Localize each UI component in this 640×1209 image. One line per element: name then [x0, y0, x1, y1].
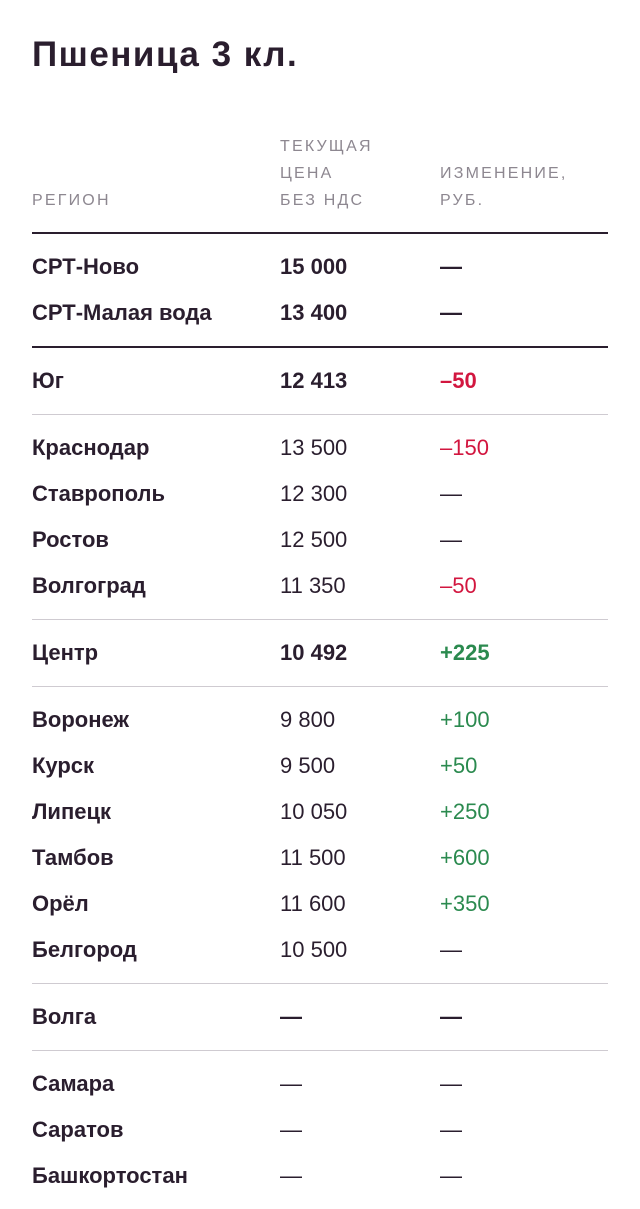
price-cell: 12 413 [280, 368, 348, 393]
table-row: Ростов 12 500 — [32, 517, 608, 563]
price-cell: 9 500 [280, 753, 336, 778]
table-row: Липецк 10 050 +250 [32, 789, 608, 835]
region-cell: Ростов [32, 527, 109, 552]
group-volga-regions: Самара — — Саратов — — Башкортостан — — [32, 1050, 608, 1209]
change-cell: +50 [440, 753, 478, 778]
change-cell: –50 [440, 573, 477, 598]
table-row: СРТ-Малая вода 13 400 — [32, 290, 608, 336]
group-south-regions: Краснодар 13 500 –150 Ставрополь 12 300 … [32, 414, 608, 619]
change-cell: –50 [440, 368, 477, 393]
table-row: Воронеж 9 800 +100 [32, 697, 608, 743]
change-cell: +350 [440, 891, 490, 916]
header-region: РЕГИОН [32, 192, 111, 209]
change-cell: — [440, 527, 462, 552]
price-cell: 11 350 [280, 573, 346, 598]
table-row: Волга — — [32, 994, 608, 1040]
region-cell: Тамбов [32, 845, 114, 870]
group-terminals: СРТ-Ново 15 000 — СРТ-Малая вода 13 400 … [32, 234, 608, 346]
change-cell: –150 [440, 435, 489, 460]
price-cell: — [280, 1163, 302, 1188]
table-row: Тамбов 11 500 +600 [32, 835, 608, 881]
region-cell: Краснодар [32, 435, 150, 460]
price-cell: 11 600 [280, 891, 346, 916]
change-cell: — [440, 1071, 462, 1096]
table-row: Самара — — [32, 1061, 608, 1107]
change-cell: — [440, 254, 462, 279]
price-cell: — [280, 1117, 302, 1142]
table-row: Юг 12 413 –50 [32, 358, 608, 404]
region-cell: Самара [32, 1071, 115, 1096]
price-cell: 10 500 [280, 937, 348, 962]
region-cell: СРТ-Малая вода [32, 300, 212, 325]
region-cell: Волга [32, 1004, 97, 1029]
region-cell: Волгоград [32, 573, 146, 598]
region-cell: СРТ-Ново [32, 254, 140, 279]
change-cell: — [440, 1004, 462, 1029]
group-volga-summary: Волга — — [32, 983, 608, 1050]
price-cell: 12 300 [280, 481, 348, 506]
price-cell: 10 050 [280, 799, 348, 824]
table-row: Орёл 11 600 +350 [32, 881, 608, 927]
region-cell: Центр [32, 640, 99, 665]
table-row: Центр 10 492 +225 [32, 630, 608, 676]
price-cell: 15 000 [280, 254, 348, 279]
region-cell: Курск [32, 753, 95, 778]
table-header: РЕГИОН ТЕКУЩАЯ ЦЕНА БЕЗ НДС ИЗМЕНЕНИЕ, Р… [32, 124, 608, 234]
change-cell: +100 [440, 707, 490, 732]
change-cell: — [440, 300, 462, 325]
region-cell: Башкортостан [32, 1163, 188, 1188]
change-cell: +600 [440, 845, 490, 870]
region-cell: Саратов [32, 1117, 124, 1142]
table-row: Волгоград 11 350 –50 [32, 563, 608, 609]
change-cell: — [440, 481, 462, 506]
table-row: Курск 9 500 +50 [32, 743, 608, 789]
change-cell: — [440, 1117, 462, 1142]
region-cell: Воронеж [32, 707, 130, 732]
header-change: ИЗМЕНЕНИЕ, РУБ. [440, 165, 568, 209]
price-cell: — [280, 1071, 302, 1096]
region-cell: Юг [32, 368, 64, 393]
region-cell: Белгород [32, 937, 137, 962]
price-cell: 11 500 [280, 845, 346, 870]
group-center-summary: Центр 10 492 +225 [32, 619, 608, 686]
table-row: СРТ-Ново 15 000 — [32, 244, 608, 290]
region-cell: Липецк [32, 799, 112, 824]
table-row: Башкортостан — — [32, 1153, 608, 1199]
group-center-regions: Воронеж 9 800 +100 Курск 9 500 +50 Липец… [32, 686, 608, 983]
region-cell: Ставрополь [32, 481, 165, 506]
price-cell: 13 500 [280, 435, 348, 460]
price-cell: 13 400 [280, 300, 348, 325]
page-title: Пшеница 3 кл. [32, 35, 299, 74]
change-cell: — [440, 937, 462, 962]
table-row: Белгород 10 500 — [32, 927, 608, 973]
group-south-summary: Юг 12 413 –50 [32, 346, 608, 414]
table-row: Ставрополь 12 300 — [32, 471, 608, 517]
table-row: Саратов — — [32, 1107, 608, 1153]
change-cell: +250 [440, 799, 490, 824]
table-row: Краснодар 13 500 –150 [32, 425, 608, 471]
region-cell: Орёл [32, 891, 89, 916]
price-cell: 10 492 [280, 640, 348, 665]
change-cell: — [440, 1163, 462, 1188]
price-cell: 9 800 [280, 707, 336, 732]
price-cell: — [280, 1004, 302, 1029]
change-cell: +225 [440, 640, 490, 665]
price-cell: 12 500 [280, 527, 348, 552]
header-price: ТЕКУЩАЯ ЦЕНА БЕЗ НДС [280, 138, 373, 209]
price-table: РЕГИОН ТЕКУЩАЯ ЦЕНА БЕЗ НДС ИЗМЕНЕНИЕ, Р… [32, 124, 608, 1209]
